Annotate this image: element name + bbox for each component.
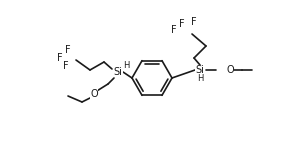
Text: F: F: [57, 53, 63, 63]
Text: Si: Si: [114, 67, 122, 77]
Text: F: F: [179, 19, 185, 29]
Text: F: F: [65, 45, 71, 55]
Text: F: F: [191, 17, 197, 27]
Text: H: H: [123, 60, 129, 69]
Text: Si: Si: [195, 65, 204, 75]
Text: O: O: [226, 65, 234, 75]
Text: H: H: [197, 73, 203, 83]
Text: F: F: [171, 25, 177, 35]
Text: O: O: [90, 89, 98, 99]
Text: F: F: [63, 61, 69, 71]
